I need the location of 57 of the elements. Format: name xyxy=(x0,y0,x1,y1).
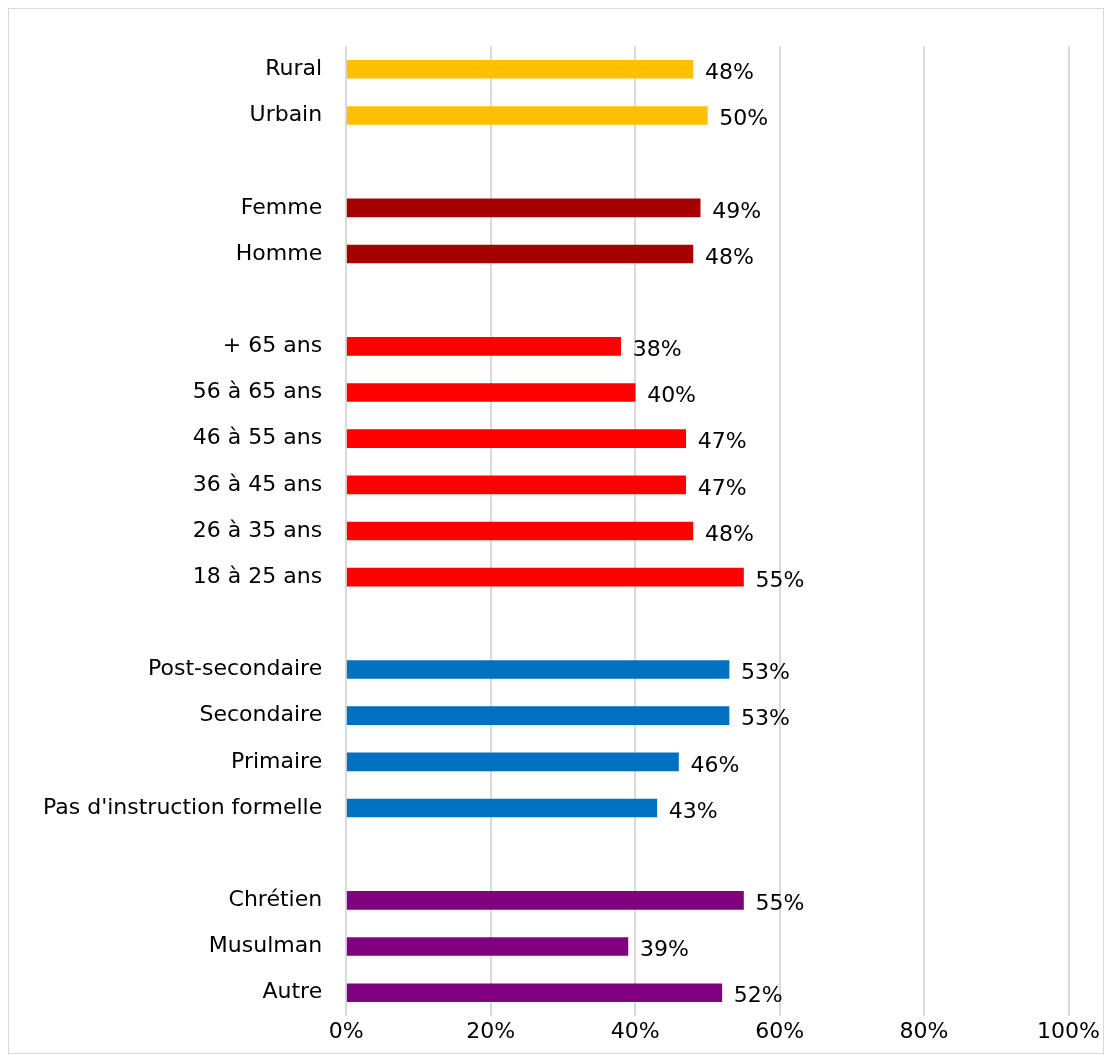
bar xyxy=(346,706,730,726)
y-tick-label: Chrétien xyxy=(228,886,323,912)
y-tick-label: 46 à 55 ans xyxy=(192,424,323,450)
bar xyxy=(346,521,694,541)
bar xyxy=(346,752,679,772)
y-tick-label: + 65 ans xyxy=(222,332,323,358)
y-tick-label: 56 à 65 ans xyxy=(192,378,323,404)
bar xyxy=(346,336,622,356)
y-tick-label: Homme xyxy=(235,239,323,265)
data-label: 48% xyxy=(704,520,754,546)
data-label: 49% xyxy=(712,197,762,223)
data-label: 43% xyxy=(668,797,718,823)
y-tick-label: Rural xyxy=(265,55,323,80)
y-tick-label: 36 à 45 ans xyxy=(192,470,323,496)
data-label: 50% xyxy=(719,105,769,131)
y-tick-label: Musulman xyxy=(208,932,323,958)
data-label: 53% xyxy=(741,659,790,685)
data-label: 55% xyxy=(755,890,805,916)
bar xyxy=(346,383,636,402)
x-tick-label: 80% xyxy=(899,1017,949,1043)
y-tick-label: 18 à 25 ans xyxy=(192,562,323,588)
y-tick-label: Autre xyxy=(262,978,323,1004)
bar xyxy=(346,891,744,910)
x-tick-label: 20% xyxy=(466,1017,516,1043)
bar xyxy=(346,429,687,448)
bar xyxy=(346,198,701,218)
x-tick-label: 60% xyxy=(755,1017,805,1043)
bar xyxy=(346,59,694,79)
bar xyxy=(346,244,694,264)
bar xyxy=(346,106,708,125)
data-label: 53% xyxy=(741,705,790,731)
data-label: 46% xyxy=(690,751,740,777)
x-tick-label: 100% xyxy=(1037,1017,1101,1043)
data-label: 48% xyxy=(704,243,754,269)
y-tick-label: 26 à 35 ans xyxy=(192,516,323,542)
y-tick-label: Secondaire xyxy=(199,701,323,727)
y-tick-label: Urbain xyxy=(249,101,323,127)
x-tick-label: 40% xyxy=(610,1017,660,1043)
y-tick-label: Femme xyxy=(240,193,323,219)
data-label: 48% xyxy=(704,59,754,84)
y-tick-label: Primaire xyxy=(231,747,323,773)
bar xyxy=(346,475,687,495)
data-label: 38% xyxy=(632,336,682,362)
bar xyxy=(346,660,730,679)
data-label: 40% xyxy=(647,382,697,408)
data-label: 52% xyxy=(733,982,783,1008)
y-tick-label: Pas d'instruction formelle xyxy=(42,793,323,819)
y-tick-label: Post-secondaire xyxy=(148,655,323,681)
data-label: 39% xyxy=(639,936,689,962)
data-label: 47% xyxy=(697,428,747,454)
data-label: 55% xyxy=(755,566,805,592)
bar xyxy=(346,567,744,587)
bar xyxy=(346,983,723,1003)
bar xyxy=(346,798,658,818)
data-label: 47% xyxy=(697,474,747,500)
x-tick-label: 0% xyxy=(328,1017,364,1043)
bar xyxy=(346,937,629,956)
